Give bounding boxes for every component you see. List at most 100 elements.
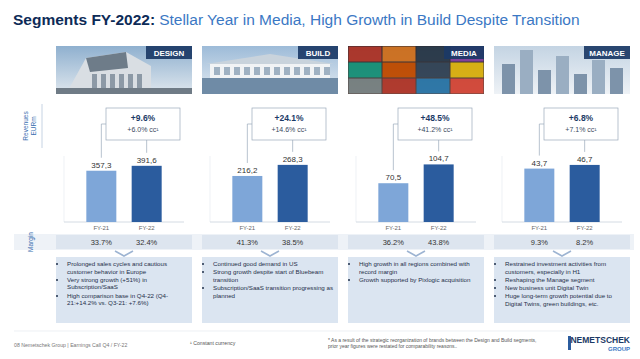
photo-shape [294,67,300,75]
data-label: 70,5 [386,173,402,182]
bar [132,166,162,222]
bar [278,165,308,222]
margin-box [56,235,192,249]
bar [570,165,600,222]
photo-shape [324,67,330,75]
y-axis-line [210,156,211,222]
note: New business unit Digital Twin [505,284,626,292]
photo-shape [349,47,382,62]
category-label: FY-21 [531,225,547,231]
category-label: FY-22 [285,225,301,231]
category-label: FY-21 [239,225,255,231]
growth-annotation: +6.0% cc¹ [127,126,159,133]
growth-connector [584,140,585,152]
row-divider [42,104,43,148]
notes-box: Prolonged sales cycles and cautious cust… [56,257,192,323]
note: Subscription/SaaS transition progressing… [213,284,334,299]
photo-shape [314,67,320,75]
bar [378,183,408,222]
data-label: 391,6 [137,156,158,165]
photo-shape [66,52,151,94]
photo-shape [224,67,230,75]
category-label: FY-21 [93,225,109,231]
panel-photo [202,46,338,94]
photo-shape [574,74,587,94]
growth-annotation: +7.1% cc¹ [565,126,597,133]
data-label: 216,2 [237,166,258,175]
growth-annotation: +41.2% cc¹ [417,126,453,133]
footer-page: 08 Nemetschek Group | Earnings Call Q4 /… [14,342,127,348]
photo-bg [348,46,484,94]
notes-box: Restrained investment activities from cu… [494,257,630,323]
x-axis-line [356,222,476,223]
growth-connector [292,140,293,152]
photo-shape [284,67,290,75]
growth-box [398,108,472,140]
photo-shape [86,52,128,72]
title-text: Stellar Year in Media, High Growth in Bu… [159,11,579,28]
margin-band [14,234,634,250]
photo-shape [349,63,382,78]
notes-list: Prolonged sales cycles and cautious cust… [59,260,188,307]
bar [524,169,554,222]
margin-value: 9.3% [531,238,548,247]
logo-text: GROUP [608,346,630,352]
data-label: 43,7 [532,159,548,168]
title: Segments FY-2022:Stellar Year in Media, … [13,11,580,28]
panel-photo [56,46,192,94]
photo-bg [56,46,192,94]
photo-shape [244,67,250,75]
growth-annotation: +14.6% cc¹ [271,126,307,133]
title-lead: Segments FY-2022: [13,11,155,28]
photo-shape [349,79,382,94]
x-axis-line [64,222,184,223]
bars [378,164,453,222]
photo-shape [502,64,515,94]
note: Restrained investment activities from cu… [505,260,626,275]
photo-shape [592,60,605,94]
photo-shape [254,67,260,75]
segment-label-box [146,46,192,59]
note: High comparison base in Q4-22 (Q4-21:+14… [67,292,188,307]
photo-shape [274,67,280,75]
photo-shape [383,79,416,94]
bar [232,176,262,222]
growth-annotation: +9.6% [131,113,156,123]
photo-shape [202,78,338,94]
notes-box: High growth in all regions combined with… [348,257,484,323]
growth-annotation: +6.8% [569,113,594,123]
data-label: 268,3 [283,155,304,164]
x-axis-line [210,222,330,223]
note: Prolonged sales cycles and cautious cust… [67,260,188,275]
margin-box [202,235,338,249]
photo-bg [494,46,630,94]
growth-connector [247,124,252,163]
category-label: FY-22 [577,225,593,231]
photo-shape [210,64,330,78]
margin-value: 43.8% [428,238,450,247]
panel-photo [494,46,630,94]
photo-bg [202,46,338,94]
note: Huge long-term growth potential due to D… [505,292,626,307]
bar [424,164,454,222]
bars [232,165,307,222]
category-label: FY-21 [385,225,401,231]
footnote: ¹ Constant currency [190,340,236,346]
segment-title: MANAGE [589,49,625,58]
note: Reshaping the Manage segment [505,276,626,284]
margin-value: 32.4% [136,238,158,247]
segment-title: BUILD [306,49,331,58]
segment-label-box [298,46,338,59]
chevron [407,251,425,256]
y-axis-line [356,156,357,222]
photo-shape [383,63,416,78]
photo-shape [538,70,551,94]
segment-label-box [444,46,484,59]
margin-value: 33.7% [91,238,113,247]
photo-shape [383,47,416,62]
segment-title: MEDIA [451,49,477,58]
photo-shape [610,68,623,94]
segment-title: DESIGN [154,49,185,58]
photo-shape [520,50,533,94]
photo-shape [451,79,484,94]
